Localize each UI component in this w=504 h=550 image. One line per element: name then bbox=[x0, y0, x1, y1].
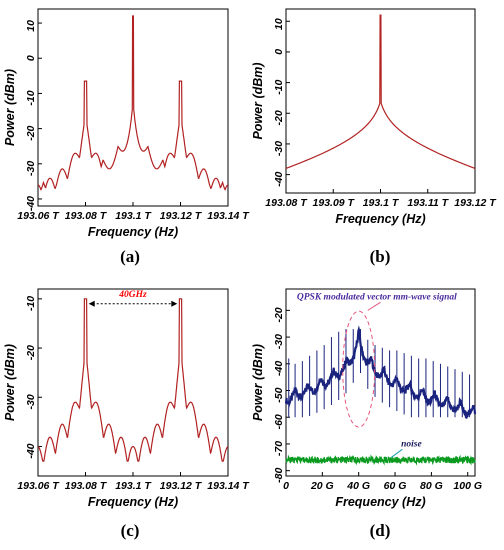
x-tick-label: 193.14 T bbox=[207, 210, 250, 222]
chart-panel-c: 193.06 T 193.08 T 193.1 T 193.12 T 193.14 T -… bbox=[3, 288, 250, 540]
y-tick-label: -70 bbox=[273, 441, 285, 456]
y-tick-label: 10 bbox=[25, 20, 37, 32]
annotation-qpsk: QPSK modulated vector mm-wave signal bbox=[297, 293, 457, 303]
x-tick-label: 193.12 T bbox=[454, 197, 497, 209]
plot-frame bbox=[37, 288, 229, 477]
y-tick-label: -20 bbox=[25, 345, 37, 360]
x-tick-label: 193.12 T bbox=[160, 480, 203, 492]
panel-label: (a) bbox=[120, 247, 140, 266]
annotation-40ghz: 40GHz bbox=[118, 290, 147, 300]
y-tick-label: 0 bbox=[273, 49, 285, 55]
y-tick-label: -30 bbox=[25, 161, 37, 176]
chart-panel-d: 0 20 G 40 G 60 G 80 G 100 G -80 -70 -60 -50 -40 -30… bbox=[251, 288, 482, 540]
y-tick-label: -40 bbox=[25, 443, 37, 458]
noise-floor bbox=[285, 454, 476, 466]
x-tick-label: 193.08 T bbox=[65, 210, 108, 222]
x-tick-label: 193.1 T bbox=[115, 210, 152, 222]
y-tick-label: -60 bbox=[273, 414, 285, 429]
chart-panel-a: 193.06 T 193.08 T 193.1 T 193.12 T 193.14 T -… bbox=[3, 8, 250, 266]
y-tick-label: -20 bbox=[273, 110, 285, 125]
x-tick-label: 193.06 T bbox=[17, 210, 60, 222]
chart-panel-b: 193.08 T 193.09 T 193.1 T 193.11 T 193.12 T -… bbox=[251, 8, 497, 266]
y-axis-label: Power (dBm) bbox=[251, 344, 265, 421]
y-tick-label: -30 bbox=[273, 334, 285, 349]
plot-frame bbox=[285, 288, 476, 477]
series-line bbox=[285, 14, 476, 169]
x-axis-label: Frequency (Hz) bbox=[335, 212, 425, 226]
signal-envelope bbox=[284, 325, 477, 419]
x-tick-label: 60 G bbox=[384, 480, 407, 492]
y-tick-label: -10 bbox=[25, 90, 37, 105]
noise-pointer bbox=[391, 448, 403, 458]
x-tick-label: 0 bbox=[283, 480, 289, 492]
y-tick-label: -40 bbox=[273, 361, 285, 376]
y-tick-label: -40 bbox=[25, 196, 37, 211]
panel-label: (c) bbox=[121, 521, 140, 540]
x-axis-label: Frequency (Hz) bbox=[88, 225, 178, 239]
y-tick-label: -40 bbox=[273, 171, 285, 186]
y-axis-label: Power (dBm) bbox=[251, 62, 265, 139]
x-axis-label: Frequency (Hz) bbox=[88, 495, 178, 509]
y-axis-label: Power (dBm) bbox=[3, 344, 17, 421]
annotation-noise: noise bbox=[401, 440, 422, 450]
y-axis-label: Power (dBm) bbox=[3, 69, 17, 146]
x-tick-label: 193.1 T bbox=[115, 480, 152, 492]
highlight-ellipse bbox=[342, 310, 376, 428]
y-tick-label: 0 bbox=[25, 55, 37, 61]
x-tick-label: 193.08 T bbox=[65, 480, 108, 492]
y-tick-label: -80 bbox=[273, 468, 285, 483]
ann-pointer bbox=[367, 301, 381, 311]
x-tick-label: 20 G bbox=[310, 480, 334, 492]
x-tick-label: 193.06 T bbox=[17, 480, 60, 492]
x-tick-label: 100 G bbox=[453, 480, 482, 492]
y-tick-label: -50 bbox=[273, 387, 285, 402]
panel-label: (b) bbox=[370, 247, 391, 266]
panel-label: (d) bbox=[370, 521, 391, 540]
y-tick-label: 10 bbox=[273, 18, 285, 30]
x-tick-label: 193.09 T bbox=[313, 197, 356, 209]
y-tick-label: -20 bbox=[273, 307, 285, 322]
x-tick-label: 80 G bbox=[420, 480, 443, 492]
series-line bbox=[37, 298, 229, 462]
arrow-head-right bbox=[171, 300, 178, 307]
x-tick-label: 193.11 T bbox=[407, 197, 449, 209]
y-tick-label: -30 bbox=[273, 141, 285, 156]
x-tick-label: 40 G bbox=[346, 480, 370, 492]
y-tick-label: -20 bbox=[25, 125, 37, 140]
x-tick-label: 193.08 T bbox=[265, 197, 308, 209]
y-tick-label: -10 bbox=[273, 79, 285, 94]
y-tick-label: -30 bbox=[25, 394, 37, 409]
y-tick-label: -10 bbox=[25, 296, 37, 311]
x-tick-label: 193.1 T bbox=[363, 197, 400, 209]
x-axis-label: Frequency (Hz) bbox=[335, 495, 425, 509]
x-tick-label: 193.14 T bbox=[207, 480, 250, 492]
arrow-head-left bbox=[88, 300, 95, 307]
x-tick-label: 193.12 T bbox=[160, 210, 203, 222]
series-line bbox=[37, 15, 229, 191]
